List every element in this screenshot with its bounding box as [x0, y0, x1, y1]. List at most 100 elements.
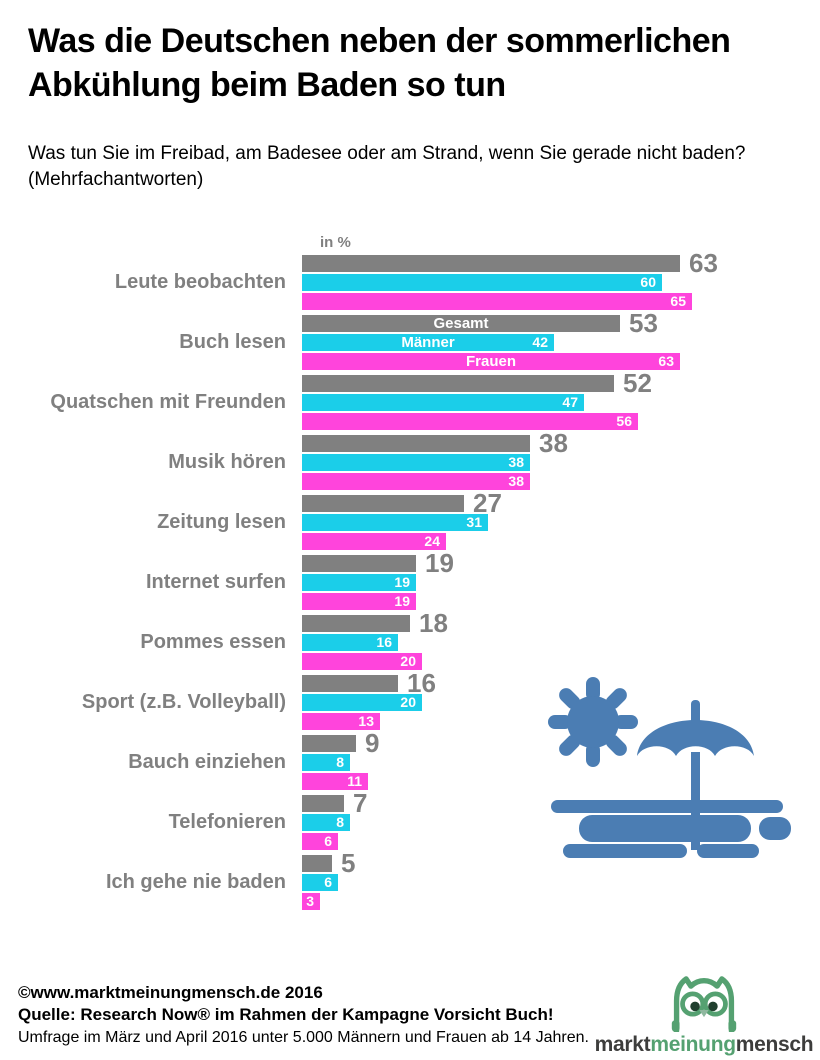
- bar-maenner: 16: [302, 634, 398, 652]
- bar-row: 19: [302, 548, 820, 579]
- beach-illustration-svg: [548, 677, 791, 858]
- bar-chart: in % Leute beobachten 63 60 65 Buch lesen Ges…: [0, 234, 820, 911]
- logo-text-markt: markt: [594, 1033, 651, 1056]
- bar-row: 19: [302, 574, 820, 592]
- footer: ©www.marktmeinungmensch.de 2016 Quelle: …: [18, 982, 589, 1049]
- bar-row: 52: [302, 368, 820, 399]
- bar-frauen: 11: [302, 773, 368, 791]
- bar-gesamt: [302, 555, 416, 573]
- bar-row: 8: [302, 814, 820, 832]
- bar-frauen: 13: [302, 713, 380, 731]
- owl-icon: [671, 976, 737, 1032]
- bar-row: 6: [302, 874, 820, 892]
- bar-row: 8: [302, 754, 820, 772]
- page-title: Was die Deutschen neben der sommerlichen…: [28, 22, 731, 104]
- value-label-frauen: 19: [394, 593, 410, 610]
- bar-row: 11: [302, 773, 820, 791]
- legend-label-maenner: Männer: [401, 334, 455, 352]
- bar-gesamt: [302, 615, 410, 633]
- bar-row: 13: [302, 713, 820, 731]
- bar-gesamt: [302, 735, 356, 753]
- category-label: Telefonieren: [168, 811, 286, 834]
- category-label: Musik hören: [168, 451, 286, 474]
- bar-maenner: Männer 42: [302, 334, 554, 352]
- unit-label: in %: [320, 234, 351, 252]
- bar-row: 19: [302, 593, 820, 611]
- value-label-maenner: 60: [640, 274, 656, 291]
- value-label-gesamt: 19: [425, 548, 454, 579]
- category-label: Buch lesen: [179, 331, 286, 354]
- value-label-maenner: 38: [508, 454, 524, 471]
- value-label-gesamt: 63: [689, 248, 718, 279]
- bar-group: Ich gehe nie baden 5 6 3: [0, 848, 820, 911]
- value-label-maenner: 42: [532, 334, 548, 351]
- bar-group: Internet surfen 19 19 19: [0, 548, 820, 611]
- value-label-frauen: 13: [358, 713, 374, 730]
- bar-row: 38: [302, 430, 820, 456]
- value-label-gesamt: 16: [407, 668, 436, 699]
- category-label: Internet surfen: [145, 571, 286, 594]
- bar-row: 38: [302, 454, 820, 472]
- methodology-text: Umfrage im März und April 2016 unter 5.0…: [18, 1028, 589, 1046]
- bar-frauen: 3: [302, 893, 320, 911]
- value-label-frauen: 11: [347, 773, 362, 790]
- bar-frauen: 24: [302, 533, 446, 551]
- value-label-maenner: 8: [336, 754, 344, 771]
- bar-group: Sport (z.B. Volleyball) 16 20 13: [0, 668, 820, 731]
- legend-label-frauen: Frauen: [465, 353, 516, 371]
- value-label-maenner: 47: [562, 394, 578, 411]
- bar-gesamt: Gesamt: [302, 315, 620, 333]
- beach-illustration: [543, 670, 799, 884]
- bar-group: Musik hören 38 38 38: [0, 430, 820, 491]
- bar-row: 20: [302, 694, 820, 712]
- bar-row: 31: [302, 514, 820, 532]
- infographic-page: Was die Deutschen neben der sommerlichen…: [0, 20, 820, 1060]
- value-label-frauen: 20: [400, 653, 416, 670]
- bar-maenner: 19: [302, 574, 416, 592]
- bar-group: Leute beobachten 63 60 65: [0, 248, 820, 311]
- bar-row: 18: [302, 610, 820, 636]
- logo-text: marktmeinungmensch: [595, 1034, 814, 1055]
- bar-row: 60: [302, 274, 820, 292]
- bar-gesamt: [302, 855, 332, 873]
- value-label-maenner: 20: [400, 694, 416, 711]
- bar-row: 38: [302, 473, 820, 491]
- source-text: Quelle: Research Now® im Rahmen der Kamp…: [18, 1005, 554, 1025]
- bar-row: 6: [302, 833, 820, 851]
- category-label: Ich gehe nie baden: [105, 871, 286, 894]
- bar-frauen: Frauen 63: [302, 353, 680, 371]
- bar-row: Frauen 63: [302, 353, 820, 371]
- bar-gesamt: [302, 795, 344, 813]
- value-label-gesamt: 52: [623, 368, 652, 399]
- value-label-gesamt: 5: [341, 848, 356, 879]
- bar-row: 7: [302, 788, 820, 819]
- bar-maenner: 31: [302, 514, 488, 532]
- logo-text-mensch: mensch: [735, 1033, 814, 1056]
- bar-maenner: 8: [302, 754, 350, 772]
- copyright-text: ©www.marktmeinungmensch.de 2016: [18, 983, 323, 1002]
- bar-maenner: 47: [302, 394, 584, 412]
- bar-maenner: 20: [302, 694, 422, 712]
- bar-frauen: 6: [302, 833, 338, 851]
- legend-label-gesamt: Gesamt: [433, 315, 489, 333]
- logo-text-meinung: meinung: [650, 1033, 736, 1056]
- value-label-gesamt: 9: [365, 728, 380, 759]
- bar-row: Gesamt 53: [302, 310, 820, 336]
- value-label-frauen: 38: [508, 473, 524, 490]
- bar-group: Pommes essen 18 16 20: [0, 610, 820, 671]
- bar-maenner: 60: [302, 274, 662, 292]
- bar-row: 9: [302, 728, 820, 759]
- bar-gesamt: [302, 435, 530, 453]
- category-label: Pommes essen: [140, 631, 286, 654]
- bar-frauen: 65: [302, 293, 692, 311]
- bar-gesamt: [302, 675, 398, 693]
- bar-row: 27: [302, 490, 820, 516]
- value-label-frauen: 6: [324, 833, 332, 850]
- bar-groups: Leute beobachten 63 60 65 Buch lesen Gesamt 53…: [0, 248, 820, 911]
- category-label: Zeitung lesen: [157, 511, 286, 534]
- bar-row: 47: [302, 394, 820, 412]
- value-label-gesamt: 7: [353, 788, 368, 819]
- sun-icon: [548, 677, 638, 767]
- bar-group: Buch lesen Gesamt 53 Männer 42 Frauen 63: [0, 310, 820, 371]
- category-label: Bauch einziehen: [128, 751, 286, 774]
